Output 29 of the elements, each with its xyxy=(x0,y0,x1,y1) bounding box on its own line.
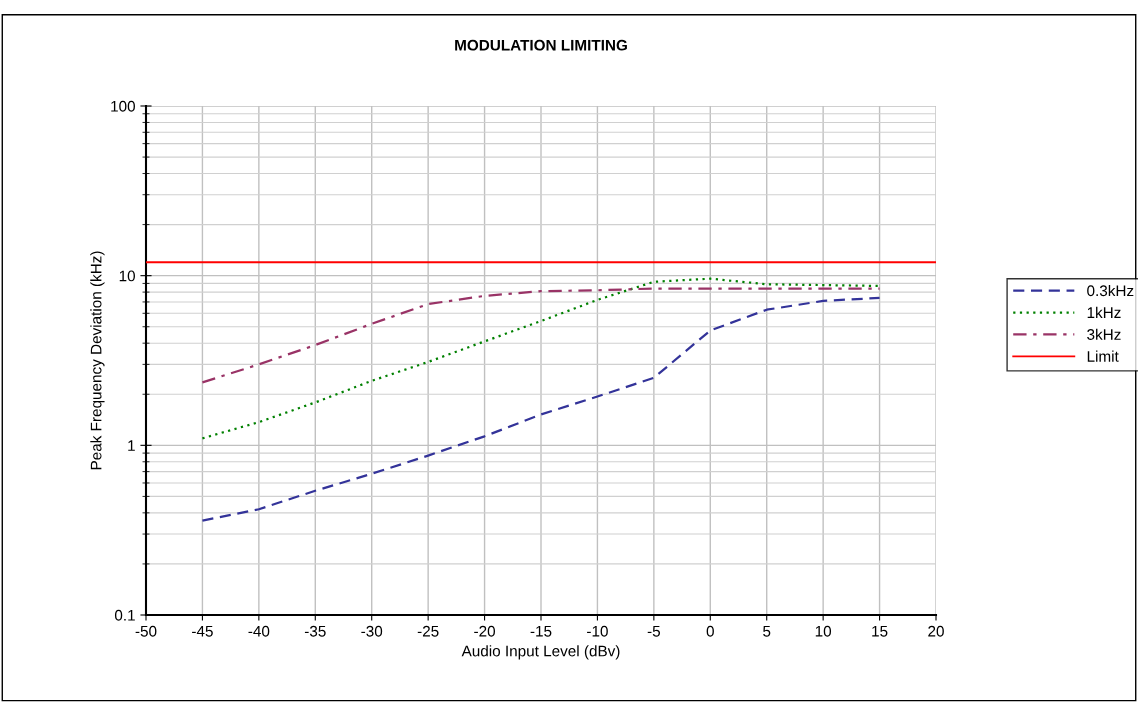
y-tick-label: 1 xyxy=(128,440,135,451)
x-tick-label: 0 xyxy=(706,625,714,637)
line-series xyxy=(201,296,881,522)
x-tick-label: -45 xyxy=(192,625,213,637)
x-tick-label: 20 xyxy=(928,625,944,637)
x-tick-label: -15 xyxy=(530,625,552,637)
x-tick-label: 15 xyxy=(872,625,888,637)
chart-title: MODULATION LIMITING xyxy=(455,39,627,51)
x-tick-label: -10 xyxy=(587,625,608,637)
x-tick-label: 5 xyxy=(763,625,771,637)
legend-label: 0.3kHz xyxy=(1087,284,1134,297)
legend-label: 3kHz xyxy=(1087,328,1121,340)
y-tick-label: 10 xyxy=(119,270,135,282)
x-tick-label: -35 xyxy=(304,625,326,637)
x-tick-label: -25 xyxy=(417,625,439,637)
x-tick-label: -5 xyxy=(647,625,661,637)
y-axis-title: Peak Frequency Deviation (kHz) xyxy=(90,251,105,470)
line-series xyxy=(201,277,881,440)
legend-label: 1kHz xyxy=(1087,306,1121,318)
x-tick-label: -40 xyxy=(248,625,270,637)
x-tick-label: -30 xyxy=(361,625,383,637)
x-tick-label: -50 xyxy=(135,625,157,637)
y-tick-label: 0.1 xyxy=(114,609,135,621)
x-axis-title: Audio Input Level (dBv) xyxy=(461,645,620,660)
x-tick-label: 10 xyxy=(815,625,832,637)
line-series xyxy=(201,287,881,384)
legend-label: Limit xyxy=(1087,350,1119,362)
y-tick-label: 100 xyxy=(111,100,135,112)
x-tick-label: -20 xyxy=(474,625,496,637)
